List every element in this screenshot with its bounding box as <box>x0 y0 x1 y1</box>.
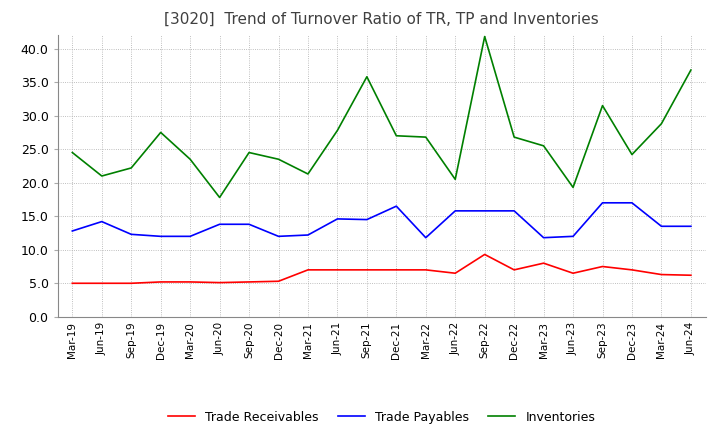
Trade Payables <box>539 235 548 240</box>
Trade Payables <box>68 228 76 234</box>
Trade Payables <box>156 234 165 239</box>
Trade Receivables <box>539 260 548 266</box>
Trade Receivables <box>333 267 342 272</box>
Trade Payables <box>274 234 283 239</box>
Trade Payables <box>569 234 577 239</box>
Trade Payables <box>451 208 459 213</box>
Inventories <box>451 177 459 182</box>
Inventories <box>363 74 372 79</box>
Trade Receivables <box>598 264 607 269</box>
Title: [3020]  Trend of Turnover Ratio of TR, TP and Inventories: [3020] Trend of Turnover Ratio of TR, TP… <box>164 12 599 27</box>
Trade Payables <box>333 216 342 222</box>
Trade Receivables <box>127 281 135 286</box>
Inventories <box>245 150 253 155</box>
Trade Receivables <box>363 267 372 272</box>
Trade Receivables <box>274 279 283 284</box>
Trade Payables <box>392 204 400 209</box>
Trade Payables <box>510 208 518 213</box>
Inventories <box>333 128 342 133</box>
Trade Payables <box>480 208 489 213</box>
Trade Receivables <box>392 267 400 272</box>
Trade Receivables <box>186 279 194 285</box>
Trade Payables <box>687 224 696 229</box>
Trade Receivables <box>569 271 577 276</box>
Trade Payables <box>245 222 253 227</box>
Trade Payables <box>127 232 135 237</box>
Inventories <box>687 67 696 73</box>
Inventories <box>539 143 548 148</box>
Inventories <box>598 103 607 108</box>
Inventories <box>156 130 165 135</box>
Inventories <box>569 185 577 190</box>
Inventories <box>480 34 489 39</box>
Trade Receivables <box>510 267 518 272</box>
Trade Payables <box>657 224 666 229</box>
Legend: Trade Receivables, Trade Payables, Inventories: Trade Receivables, Trade Payables, Inven… <box>163 406 600 429</box>
Trade Payables <box>304 232 312 238</box>
Trade Payables <box>363 217 372 222</box>
Inventories <box>274 157 283 162</box>
Trade Receivables <box>68 281 76 286</box>
Line: Trade Payables: Trade Payables <box>72 203 691 238</box>
Inventories <box>68 150 76 155</box>
Line: Trade Receivables: Trade Receivables <box>72 254 691 283</box>
Trade Payables <box>598 200 607 205</box>
Trade Receivables <box>480 252 489 257</box>
Trade Receivables <box>687 273 696 278</box>
Trade Receivables <box>421 267 430 272</box>
Trade Payables <box>186 234 194 239</box>
Trade Receivables <box>628 267 636 272</box>
Inventories <box>215 195 224 200</box>
Trade Receivables <box>156 279 165 285</box>
Trade Payables <box>97 219 106 224</box>
Trade Payables <box>421 235 430 240</box>
Inventories <box>628 152 636 157</box>
Trade Receivables <box>215 280 224 285</box>
Inventories <box>127 165 135 171</box>
Inventories <box>186 157 194 162</box>
Inventories <box>97 173 106 179</box>
Inventories <box>304 171 312 176</box>
Inventories <box>657 121 666 126</box>
Inventories <box>392 133 400 139</box>
Trade Receivables <box>97 281 106 286</box>
Trade Receivables <box>245 279 253 285</box>
Trade Payables <box>215 222 224 227</box>
Trade Receivables <box>304 267 312 272</box>
Inventories <box>421 135 430 140</box>
Trade Receivables <box>451 271 459 276</box>
Inventories <box>510 135 518 140</box>
Trade Receivables <box>657 272 666 277</box>
Trade Payables <box>628 200 636 205</box>
Line: Inventories: Inventories <box>72 37 691 198</box>
